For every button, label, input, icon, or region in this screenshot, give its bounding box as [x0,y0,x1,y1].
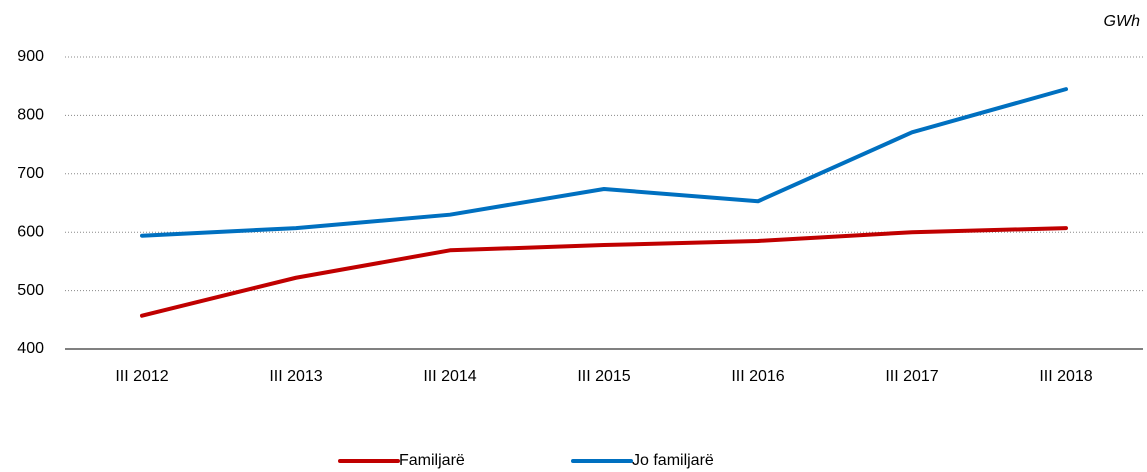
x-tick-label: III 2018 [1039,368,1092,385]
x-tick-label: III 2012 [115,368,168,385]
series-line [140,226,1068,318]
series-line [140,87,1068,238]
x-tick-label: III 2017 [885,368,938,385]
x-tick-label: III 2015 [577,368,630,385]
legend-label: Jo familjarë [632,452,714,469]
x-tick-label: III 2013 [269,368,322,385]
y-tick-label: 600 [17,223,44,240]
y-tick-label: 900 [17,48,44,65]
unit-label: GWh [1104,13,1141,30]
legend-label: Familjarë [399,452,465,469]
y-tick-label: 400 [17,340,44,357]
y-tick-label: 800 [17,107,44,124]
y-tick-label: 500 [17,282,44,299]
x-tick-label: III 2016 [731,368,784,385]
x-tick-label: III 2014 [423,368,476,385]
y-tick-label: 700 [17,165,44,182]
